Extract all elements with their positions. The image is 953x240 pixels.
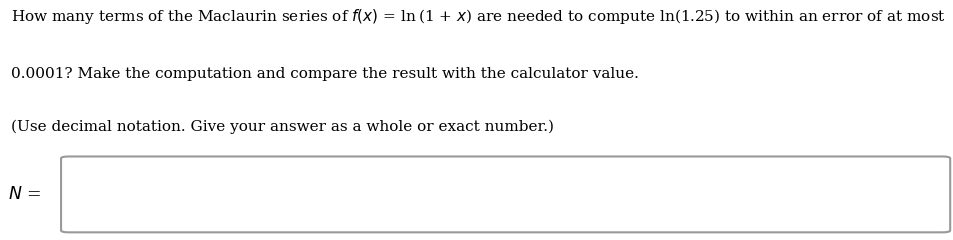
- Text: 0.0001? Make the computation and compare the result with the calculator value.: 0.0001? Make the computation and compare…: [11, 67, 639, 81]
- Text: $N$ =: $N$ =: [8, 186, 41, 203]
- FancyBboxPatch shape: [61, 156, 949, 232]
- Text: (Use decimal notation. Give your answer as a whole or exact number.): (Use decimal notation. Give your answer …: [11, 120, 554, 134]
- Text: How many terms of the Maclaurin series of $f(x)$ = ln (1 + $x$) are needed to co: How many terms of the Maclaurin series o…: [11, 7, 945, 26]
